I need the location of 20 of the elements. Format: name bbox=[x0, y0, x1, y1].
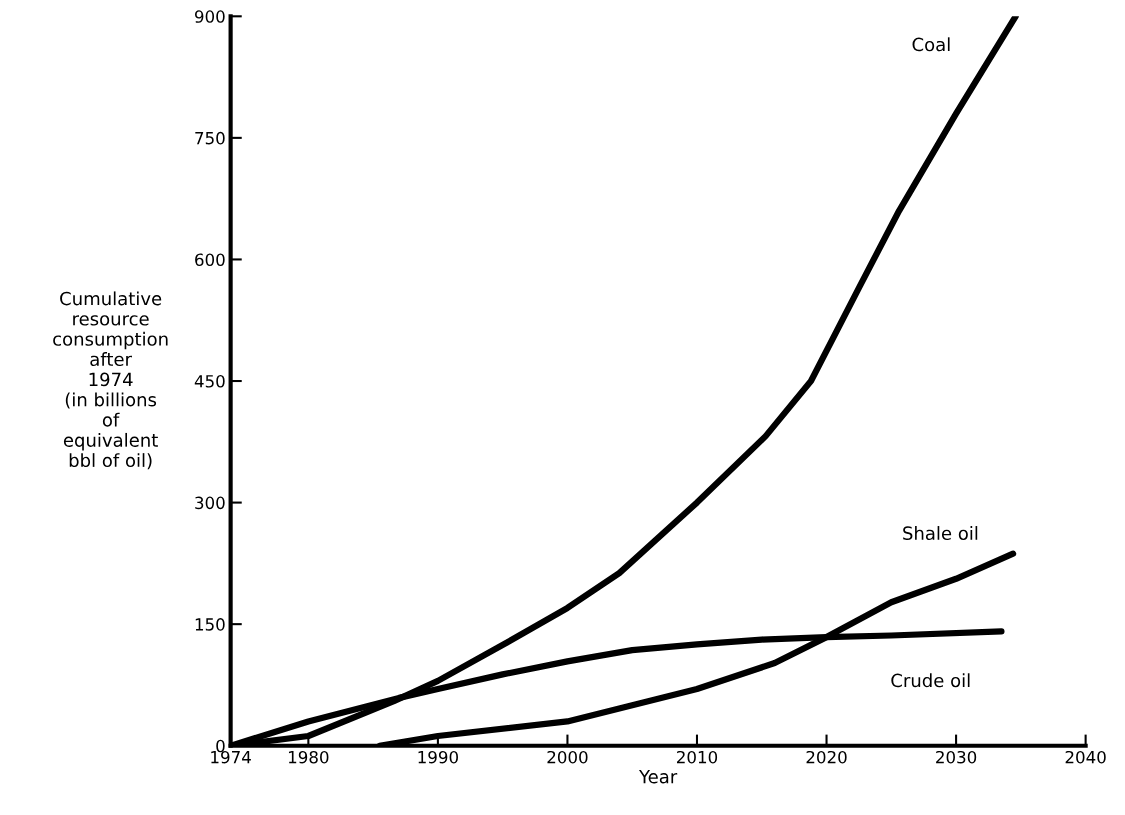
text: Cumulative resource consumption after 1974 (in billions of equivalent bbl of oil) bbox=[53, 291, 168, 470]
x-tick-label: 2030 bbox=[936, 750, 977, 764]
y-tick-label: 900 bbox=[195, 10, 225, 23]
x-tick-label: 2020 bbox=[806, 750, 847, 764]
x-tick-label: 1990 bbox=[418, 750, 458, 764]
text: Crude oil bbox=[891, 673, 970, 688]
y-tick-label: 150 bbox=[195, 618, 225, 631]
y-tick-label: 300 bbox=[195, 496, 225, 510]
x-tick-label: 2040 bbox=[1065, 750, 1106, 764]
y-tick-label: 750 bbox=[195, 131, 225, 145]
x-tick-label: 1980 bbox=[288, 750, 329, 764]
series-label: Shale oil bbox=[903, 526, 978, 541]
y-tick-label: 450 bbox=[194, 374, 225, 388]
y-tick-label: 0 bbox=[216, 739, 225, 753]
x-tick-label: 1974 bbox=[211, 750, 251, 764]
y-tick-label: 600 bbox=[195, 253, 225, 267]
x-tick-label: 2010 bbox=[677, 750, 718, 764]
x-axis-title: Year bbox=[638, 770, 678, 784]
x-tick-label: 2000 bbox=[547, 750, 588, 764]
text: Coal bbox=[912, 37, 950, 52]
